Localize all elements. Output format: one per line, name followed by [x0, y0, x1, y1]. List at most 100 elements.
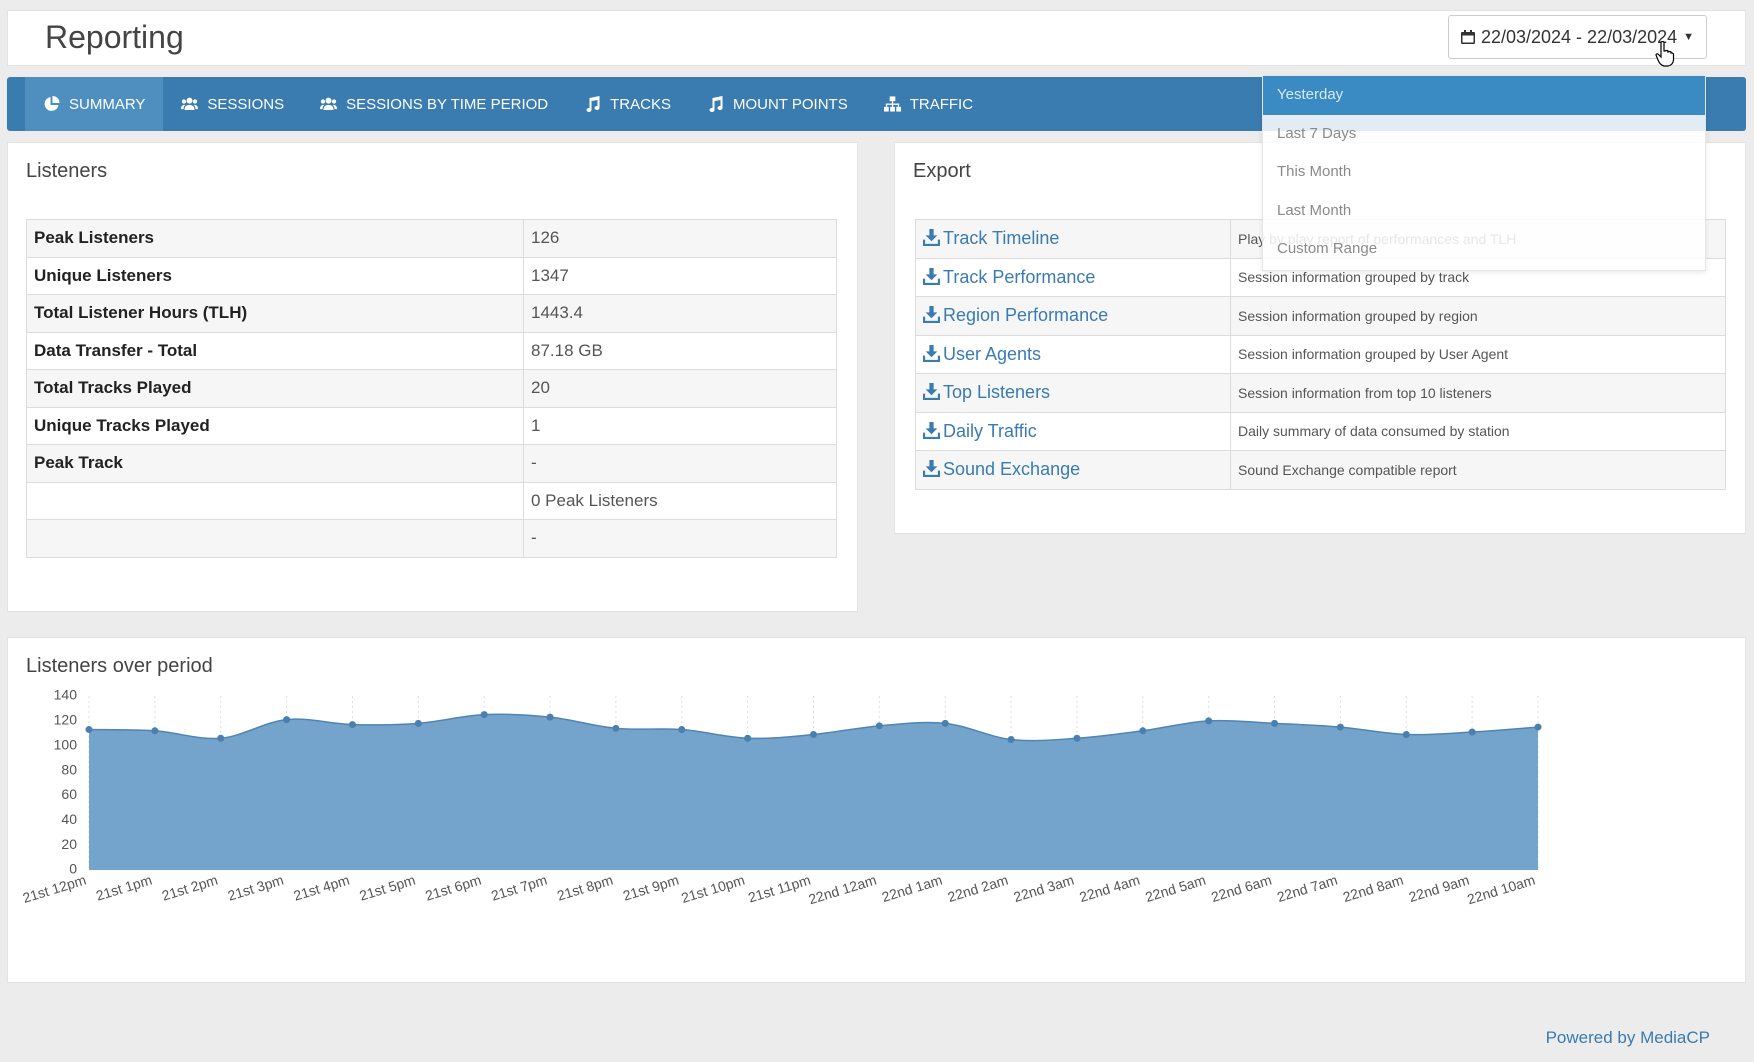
nav-tab-mount-points[interactable]: Mount Points — [689, 77, 866, 131]
stat-label: Total Listener Hours (TLH) — [26, 294, 524, 333]
download-icon — [923, 460, 940, 478]
download-icon — [923, 383, 940, 401]
table-row: Data Transfer - Total 87.18 GB — [26, 331, 837, 370]
pie-chart-icon — [44, 96, 60, 111]
data-point — [1271, 719, 1279, 727]
export-link-label: Top Listeners — [943, 382, 1051, 403]
data-point — [1139, 727, 1147, 735]
x-tick-label: 22nd 12am — [807, 872, 879, 908]
table-row: Top Listeners Session information from to… — [915, 373, 1726, 413]
table-row: 0 Peak Listeners — [26, 481, 837, 520]
sitemap-icon — [883, 96, 901, 112]
stat-value: 1347 — [523, 256, 837, 295]
nav-tab-sessions-by-time-period[interactable]: Sessions by time period — [302, 77, 566, 131]
date-range-option-custom-range[interactable]: Custom Range — [1277, 240, 1378, 257]
x-tick-label: 21st 7pm — [489, 872, 549, 904]
caret-down-icon: ▼ — [1683, 31, 1695, 43]
export-description: Session information from top 10 listener… — [1230, 373, 1726, 413]
stat-value: - — [523, 444, 837, 483]
date-range-option-yesterday[interactable]: Yesterday — [1263, 76, 1705, 115]
export-link[interactable]: User Agents — [915, 334, 1231, 374]
data-point — [414, 719, 422, 727]
stat-label — [26, 519, 524, 558]
x-tick-label: 21st 1pm — [94, 872, 154, 904]
export-link-label: Daily Traffic — [943, 420, 1037, 441]
date-range-option-last-7-days[interactable]: Last 7 Days — [1277, 124, 1357, 142]
x-tick-label: 21st 5pm — [357, 872, 417, 904]
stat-value: 20 — [523, 369, 837, 408]
table-row: - — [26, 519, 837, 558]
y-tick-label: 40 — [61, 811, 77, 827]
export-link-label: Track Timeline — [943, 228, 1060, 249]
table-row: Unique Listeners 1347 — [26, 256, 837, 295]
data-point — [85, 726, 93, 734]
data-point — [546, 713, 554, 721]
date-range-picker-button[interactable]: 22/03/2024 - 22/03/2024 ▼ — [1448, 15, 1707, 59]
export-link[interactable]: Sound Exchange — [915, 450, 1231, 490]
data-point — [612, 724, 620, 732]
y-tick-label: 20 — [61, 836, 77, 852]
data-point — [1073, 734, 1081, 742]
data-point — [480, 711, 488, 719]
data-point — [810, 731, 817, 739]
nav-tab-summary[interactable]: Summary — [25, 77, 164, 131]
nav-tab-sessions[interactable]: Sessions — [163, 77, 302, 131]
table-row: Peak Track - — [26, 444, 837, 483]
x-tick-label: 22nd 10am — [1465, 872, 1537, 908]
nav-tab-label: Sessions by time period — [346, 95, 549, 113]
x-tick-label: 21st 4pm — [292, 872, 352, 904]
stat-value: 1 — [523, 406, 837, 445]
export-description: Session information grouped by User Agen… — [1230, 334, 1726, 374]
export-panel-title: Export — [913, 160, 971, 182]
nav-tab-label: Summary — [69, 95, 146, 113]
table-row: Total Listener Hours (TLH) 1443.4 — [26, 294, 837, 333]
table-row: Peak Listeners 126 — [26, 219, 837, 258]
export-link-label: User Agents — [943, 343, 1042, 364]
stat-value: 126 — [523, 219, 837, 258]
y-tick-label: 120 — [54, 712, 78, 728]
export-link[interactable]: Daily Traffic — [915, 411, 1231, 451]
y-tick-label: 80 — [61, 761, 77, 777]
export-description: Daily summary of data consumed by statio… — [1230, 411, 1726, 451]
export-link[interactable]: Track Performance — [915, 257, 1231, 297]
x-tick-label: 22nd 6am — [1209, 872, 1273, 906]
data-point — [1336, 723, 1344, 731]
stat-value: 1443.4 — [523, 294, 837, 333]
powered-by-link[interactable]: Powered by MediaCP — [1545, 1028, 1710, 1047]
music-icon — [709, 96, 723, 112]
export-description: Sound Exchange compatible report — [1230, 450, 1726, 490]
x-tick-label: 21st 9pm — [621, 872, 681, 904]
data-point — [1007, 736, 1015, 743]
x-tick-label: 21st 8pm — [555, 872, 615, 904]
table-row: User Agents Session information grouped b… — [915, 334, 1726, 374]
table-row: Daily Traffic Daily summary of data consu… — [915, 411, 1726, 451]
data-point — [151, 727, 159, 735]
stat-value: 0 Peak Listeners — [523, 481, 837, 520]
export-link[interactable]: Top Listeners — [915, 373, 1231, 413]
date-range-option-this-month[interactable]: This Month — [1277, 163, 1352, 180]
hand-cursor-icon — [1655, 41, 1675, 67]
x-tick-label: 22nd 5am — [1143, 872, 1207, 906]
y-tick-label: 140 — [54, 687, 78, 703]
date-range-option-last-month[interactable]: Last Month — [1277, 201, 1352, 219]
stat-label: Peak Track — [26, 444, 524, 483]
stat-value: - — [523, 519, 837, 558]
data-point — [875, 722, 883, 730]
stat-label: Unique Listeners — [26, 256, 524, 295]
stat-label: Total Tracks Played — [26, 369, 524, 408]
data-point — [941, 719, 949, 727]
export-link[interactable]: Track Timeline — [915, 219, 1231, 259]
header-bar: Reporting 22/03/2024 - 22/03/2024 ▼ — [7, 10, 1746, 66]
y-tick-label: 100 — [54, 736, 78, 752]
x-tick-label: 22nd 4am — [1077, 872, 1141, 906]
nav-tab-traffic[interactable]: Traffic — [866, 77, 991, 131]
data-point — [1402, 731, 1410, 739]
x-tick-label: 21st 12pm — [21, 872, 88, 906]
download-icon — [923, 306, 940, 324]
nav-tab-tracks[interactable]: Tracks — [566, 77, 689, 131]
export-link[interactable]: Region Performance — [915, 296, 1231, 336]
nav-tab-label: Sessions — [207, 95, 285, 113]
export-link-label: Region Performance — [943, 305, 1109, 326]
x-tick-label: 22nd 9am — [1407, 872, 1471, 906]
